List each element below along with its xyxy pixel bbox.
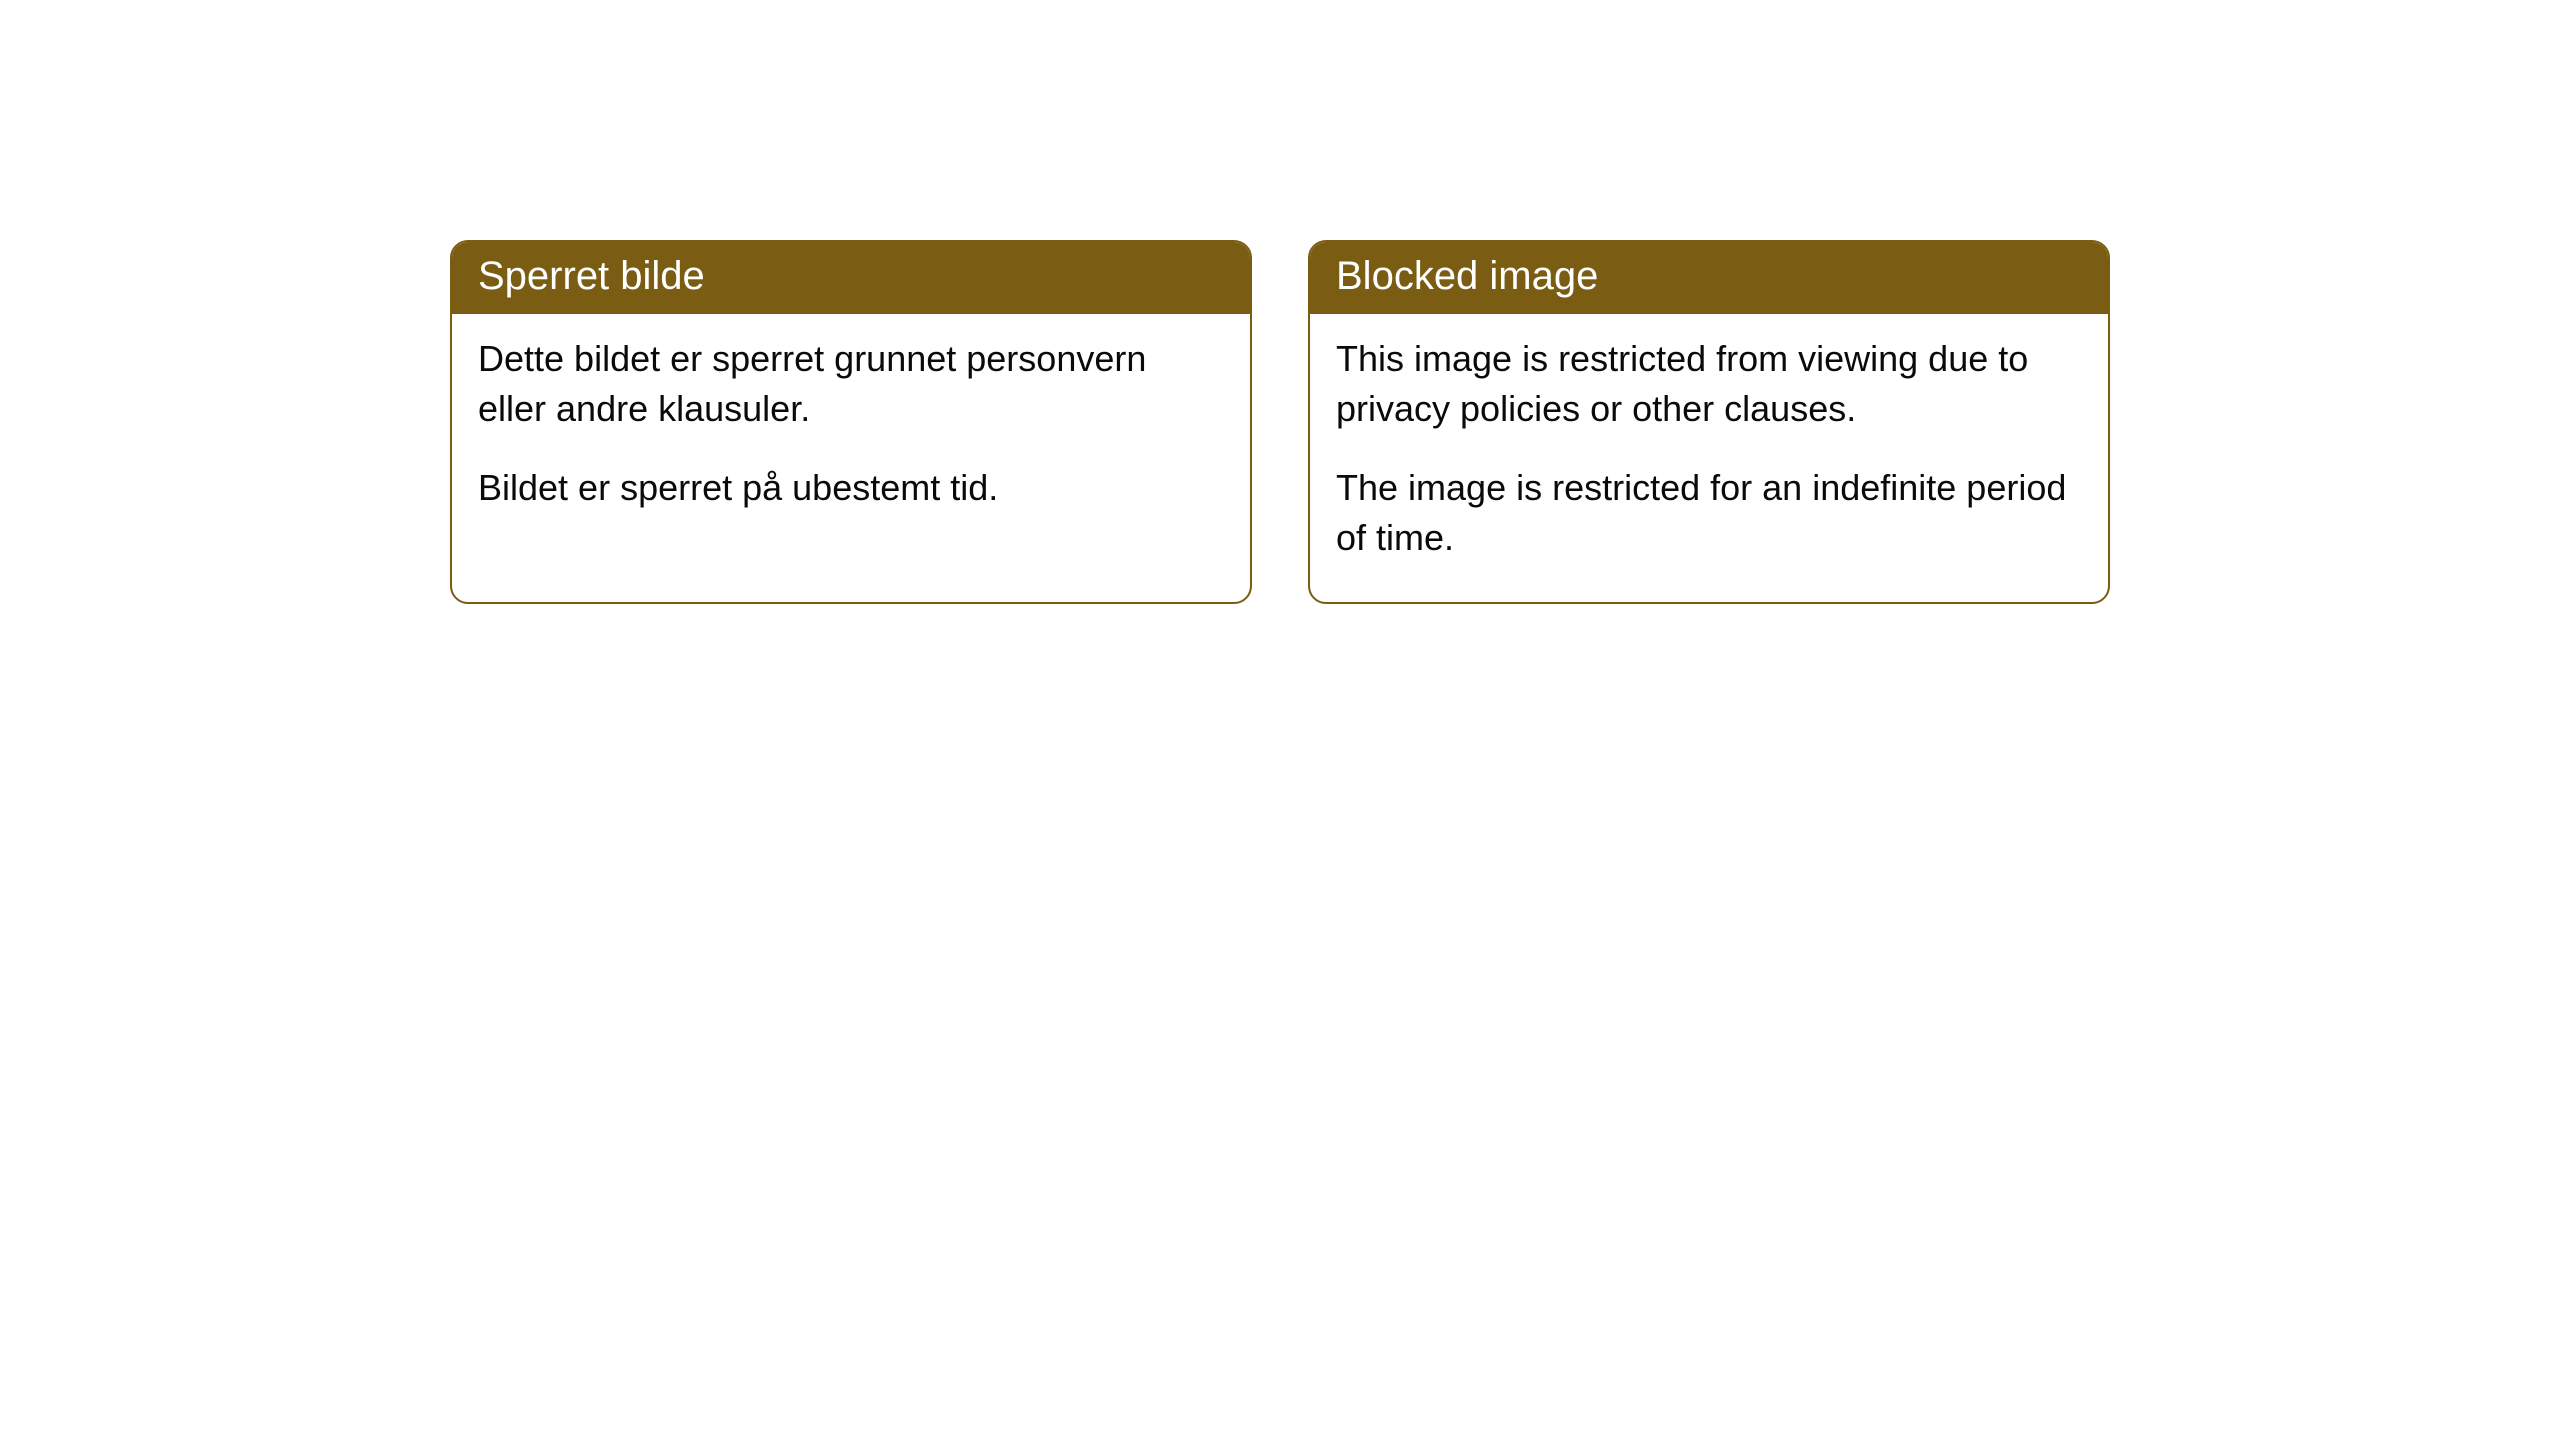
notice-paragraph: The image is restricted for an indefinit… — [1336, 463, 2082, 564]
notice-title: Blocked image — [1310, 242, 2108, 314]
notice-body: Dette bildet er sperret grunnet personve… — [452, 314, 1250, 551]
notice-container: Sperret bilde Dette bildet er sperret gr… — [450, 240, 2110, 604]
notice-paragraph: This image is restricted from viewing du… — [1336, 334, 2082, 435]
notice-body: This image is restricted from viewing du… — [1310, 314, 2108, 602]
notice-card-norwegian: Sperret bilde Dette bildet er sperret gr… — [450, 240, 1252, 604]
notice-title: Sperret bilde — [452, 242, 1250, 314]
notice-paragraph: Bildet er sperret på ubestemt tid. — [478, 463, 1224, 513]
notice-paragraph: Dette bildet er sperret grunnet personve… — [478, 334, 1224, 435]
notice-card-english: Blocked image This image is restricted f… — [1308, 240, 2110, 604]
